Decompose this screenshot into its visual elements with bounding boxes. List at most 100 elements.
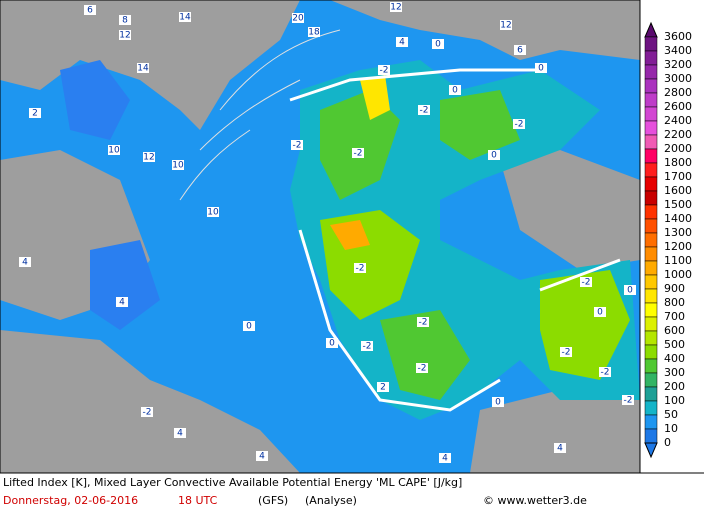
colorbar-label: 3600 xyxy=(664,30,692,43)
contour-label: -2 xyxy=(356,264,365,274)
colorbar-segment xyxy=(644,358,658,374)
contour-label: -2 xyxy=(582,278,591,288)
label-box xyxy=(361,341,373,351)
colorbar-label: 50 xyxy=(664,408,678,421)
colorbar-segment xyxy=(644,386,658,402)
contour-label: 10 xyxy=(172,161,184,171)
colorbar-segment xyxy=(644,302,658,318)
colorbar-label: 600 xyxy=(664,324,685,337)
label-box xyxy=(624,285,636,295)
label-box xyxy=(417,317,429,327)
colorbar-label: 3000 xyxy=(664,72,692,85)
colorbar-label: 2600 xyxy=(664,100,692,113)
contour-label: -2 xyxy=(380,66,389,76)
zero-contour xyxy=(289,68,621,412)
label-box xyxy=(174,428,186,438)
label-box xyxy=(554,443,566,453)
colorbar-segment xyxy=(644,232,658,248)
label-box xyxy=(137,63,149,73)
contour-label: 12 xyxy=(143,153,154,163)
contour-label: 4 xyxy=(557,444,563,454)
colorbar-label: 3400 xyxy=(664,44,692,57)
contour-label: -2 xyxy=(419,318,428,328)
contour-label: 0 xyxy=(435,40,441,50)
cape-area xyxy=(440,90,520,160)
label-box xyxy=(326,338,338,348)
colorbar-label: 1300 xyxy=(664,226,692,239)
label-box xyxy=(308,27,320,37)
contour-label: -2 xyxy=(293,141,302,151)
label-box xyxy=(207,207,219,217)
label-box xyxy=(396,37,408,47)
contour-label: 8 xyxy=(122,16,128,26)
label-box xyxy=(535,63,547,73)
colorbar-label: 1400 xyxy=(664,212,692,225)
colorbar-label: 900 xyxy=(664,282,685,295)
label-box xyxy=(143,152,155,162)
contour-label: 0 xyxy=(627,286,633,296)
contour-label: -2 xyxy=(562,348,571,358)
contour-label: 14 xyxy=(179,13,191,23)
colorbar-label: 0 xyxy=(664,436,671,449)
contour-label: -2 xyxy=(624,396,633,406)
label-box xyxy=(390,2,402,12)
label-box xyxy=(560,347,572,357)
label-box xyxy=(292,13,304,23)
colorbar-segment xyxy=(644,92,658,108)
colorbar-segment xyxy=(644,64,658,80)
colorbar-segment xyxy=(644,176,658,192)
colorbar-label: 1800 xyxy=(664,156,692,169)
contour-label: 18 xyxy=(308,28,320,38)
colorbar-segment xyxy=(644,106,658,122)
contour-label: 4 xyxy=(22,258,28,268)
colorbar-label: 1600 xyxy=(664,184,692,197)
colorbar-label: 1100 xyxy=(664,254,692,267)
label-box xyxy=(119,30,131,40)
gray-area xyxy=(500,150,640,270)
caption-title: Lifted Index [K], Mixed Layer Convective… xyxy=(3,476,462,489)
contour-label: 10 xyxy=(207,208,219,218)
label-box xyxy=(418,105,430,115)
label-box xyxy=(514,45,526,55)
contour-label: 0 xyxy=(246,322,252,332)
caption-date: Donnerstag, 02-06-2016 xyxy=(3,494,138,507)
colorbar-label: 500 xyxy=(664,338,685,351)
contour-label: -2 xyxy=(420,106,429,116)
colorbar-label: 2000 xyxy=(664,142,692,155)
colorbar-label: 10 xyxy=(664,422,678,435)
contour-label: -2 xyxy=(354,149,363,159)
colorbar-label: 800 xyxy=(664,296,685,309)
label-box xyxy=(256,451,268,461)
colorbar-segment xyxy=(644,400,658,416)
gray-area xyxy=(0,330,300,473)
colorbar-segment xyxy=(644,218,658,234)
label-box xyxy=(488,150,500,160)
contour-label: 0 xyxy=(452,86,458,96)
label-box xyxy=(513,119,525,129)
contour-label: -2 xyxy=(515,120,524,130)
contour-label: 0 xyxy=(597,308,603,318)
cape-area xyxy=(380,310,470,400)
colorbar-bottom xyxy=(644,442,658,459)
contour-label: 10 xyxy=(108,146,120,156)
colorbar-segment xyxy=(644,134,658,150)
map-layers xyxy=(0,0,640,473)
label-box xyxy=(116,297,128,307)
contour-label: 12 xyxy=(500,21,511,31)
label-box xyxy=(377,382,389,392)
caption-credit: © www.wetter3.de xyxy=(483,494,587,507)
colorbar-segment xyxy=(644,372,658,388)
contour-label: 2 xyxy=(32,109,38,119)
contour-label: 0 xyxy=(538,64,544,74)
label-box xyxy=(291,140,303,150)
colorbar-segment xyxy=(644,162,658,178)
contour-label: 4 xyxy=(399,38,405,48)
colorbar-segment xyxy=(644,120,658,136)
colorbar-segment xyxy=(644,246,658,262)
label-box xyxy=(19,257,31,267)
contour-label: 0 xyxy=(329,339,335,349)
colorbar-segment xyxy=(644,288,658,304)
colorbar-label: 1200 xyxy=(664,240,692,253)
label-box xyxy=(580,277,592,287)
contour-label: 0 xyxy=(495,398,501,408)
